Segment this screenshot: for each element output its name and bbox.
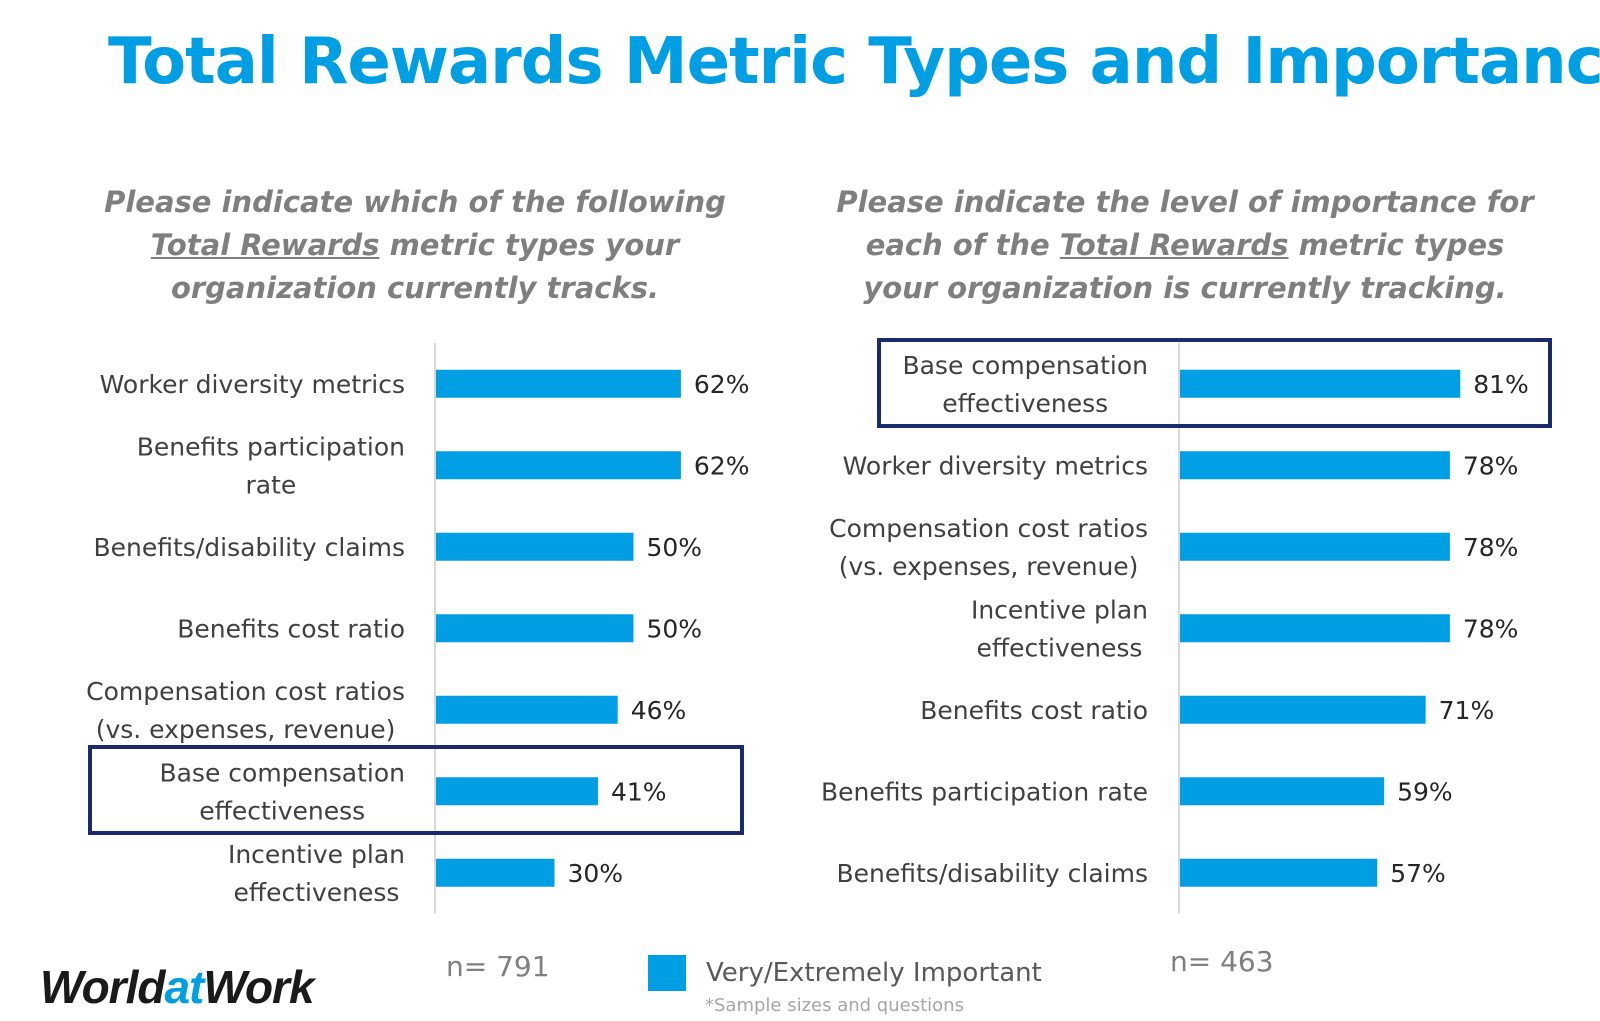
page-title: Total Rewards Metric Types and Importanc…: [108, 25, 1600, 99]
legend-footnote: *Sample sizes and questions: [705, 995, 964, 1016]
left-value-label-0: 62%: [694, 370, 750, 399]
left-category-label-5-1: effectiveness: [199, 796, 365, 825]
right-category-label-6-0: Benefits/disability claims: [837, 859, 1149, 888]
sample-size-right: n= 463: [1170, 945, 1274, 978]
left-category-label-4-1: (vs. expenses, revenue): [96, 715, 396, 744]
right-category-label-5-0: Benefits participation rate: [821, 777, 1148, 806]
right-bar-4: [1180, 695, 1426, 724]
left-bar-6: [436, 858, 555, 887]
legend-swatch: [648, 955, 686, 991]
left-category-label-2-0: Benefits/disability claims: [94, 533, 406, 562]
logo-part-3: Work: [203, 961, 314, 1013]
right-category-label-0-1: effectiveness: [942, 389, 1108, 418]
logo-part-2: at: [164, 961, 204, 1013]
right-category-label-3-0: Incentive plan: [971, 595, 1148, 624]
left-category-label-1-1: rate: [245, 470, 296, 499]
right-category-label-4-0: Benefits cost ratio: [920, 696, 1148, 725]
right-value-label-5: 59%: [1397, 777, 1453, 806]
left-category-label-4-0: Compensation cost ratios: [86, 677, 405, 706]
question-left-post: metric types your organization currently…: [170, 228, 680, 305]
right-value-label-3: 78%: [1463, 614, 1519, 643]
left-bar-0: [436, 369, 681, 398]
logo-part-1: World: [40, 961, 165, 1013]
left-highlight-box: [88, 745, 744, 835]
left-bar-2: [436, 532, 634, 561]
question-left-pre: Please indicate which of the following: [104, 185, 726, 219]
left-category-label-0-0: Worker diversity metrics: [100, 370, 405, 399]
question-right-pre: Please indicate the level of importance …: [836, 185, 1534, 262]
left-category-label-3-0: Benefits cost ratio: [177, 614, 405, 643]
left-value-label-6: 30%: [568, 859, 624, 888]
right-highlight-box: [877, 338, 1552, 428]
left-bar-4: [436, 695, 618, 724]
left-value-label-5: 41%: [611, 777, 667, 806]
question-right: Please indicate the level of importance …: [835, 181, 1535, 310]
right-bar-3: [1180, 614, 1450, 643]
question-right-post: metric types your organization is curren…: [863, 228, 1507, 305]
left-value-label-1: 62%: [694, 451, 750, 480]
right-value-label-1: 78%: [1463, 451, 1519, 480]
left-category-label-6-1: effectiveness: [234, 878, 400, 907]
right-value-label-4: 71%: [1439, 696, 1495, 725]
question-left-underline: Total Rewards: [150, 228, 380, 262]
left-bar-5: [436, 777, 598, 806]
question-left: Please indicate which of the following T…: [85, 181, 745, 310]
right-category-label-2-1: (vs. expenses, revenue): [839, 552, 1139, 581]
left-category-label-5-0: Base compensation: [159, 758, 405, 787]
question-right-underline: Total Rewards: [1059, 228, 1289, 262]
legend-label: Very/Extremely Important: [706, 958, 1042, 988]
right-category-label-1-0: Worker diversity metrics: [843, 451, 1148, 480]
right-category-label-0-0: Base compensation: [902, 351, 1148, 380]
legend: Very/Extremely Important: [648, 955, 1042, 991]
right-value-label-0: 81%: [1473, 370, 1529, 399]
right-value-label-6: 57%: [1390, 859, 1446, 888]
right-category-label-2-0: Compensation cost ratios: [829, 514, 1148, 543]
worldatwork-logo: WorldatWork: [40, 960, 315, 1014]
right-bar-2: [1180, 532, 1450, 561]
sample-size-left: n= 791: [446, 950, 550, 983]
left-bar-3: [436, 614, 634, 643]
left-value-label-4: 46%: [631, 696, 687, 725]
right-bar-0: [1180, 369, 1461, 398]
left-bar-1: [436, 451, 681, 480]
left-category-label-1-0: Benefits participation: [137, 432, 405, 461]
left-category-label-6-0: Incentive plan: [228, 840, 405, 869]
left-value-label-2: 50%: [647, 533, 703, 562]
left-value-label-3: 50%: [647, 614, 703, 643]
right-value-label-2: 78%: [1463, 533, 1519, 562]
right-bar-1: [1180, 451, 1450, 480]
right-bar-5: [1180, 777, 1385, 806]
right-category-label-3-1: effectiveness: [977, 633, 1143, 662]
right-bar-6: [1180, 858, 1378, 887]
